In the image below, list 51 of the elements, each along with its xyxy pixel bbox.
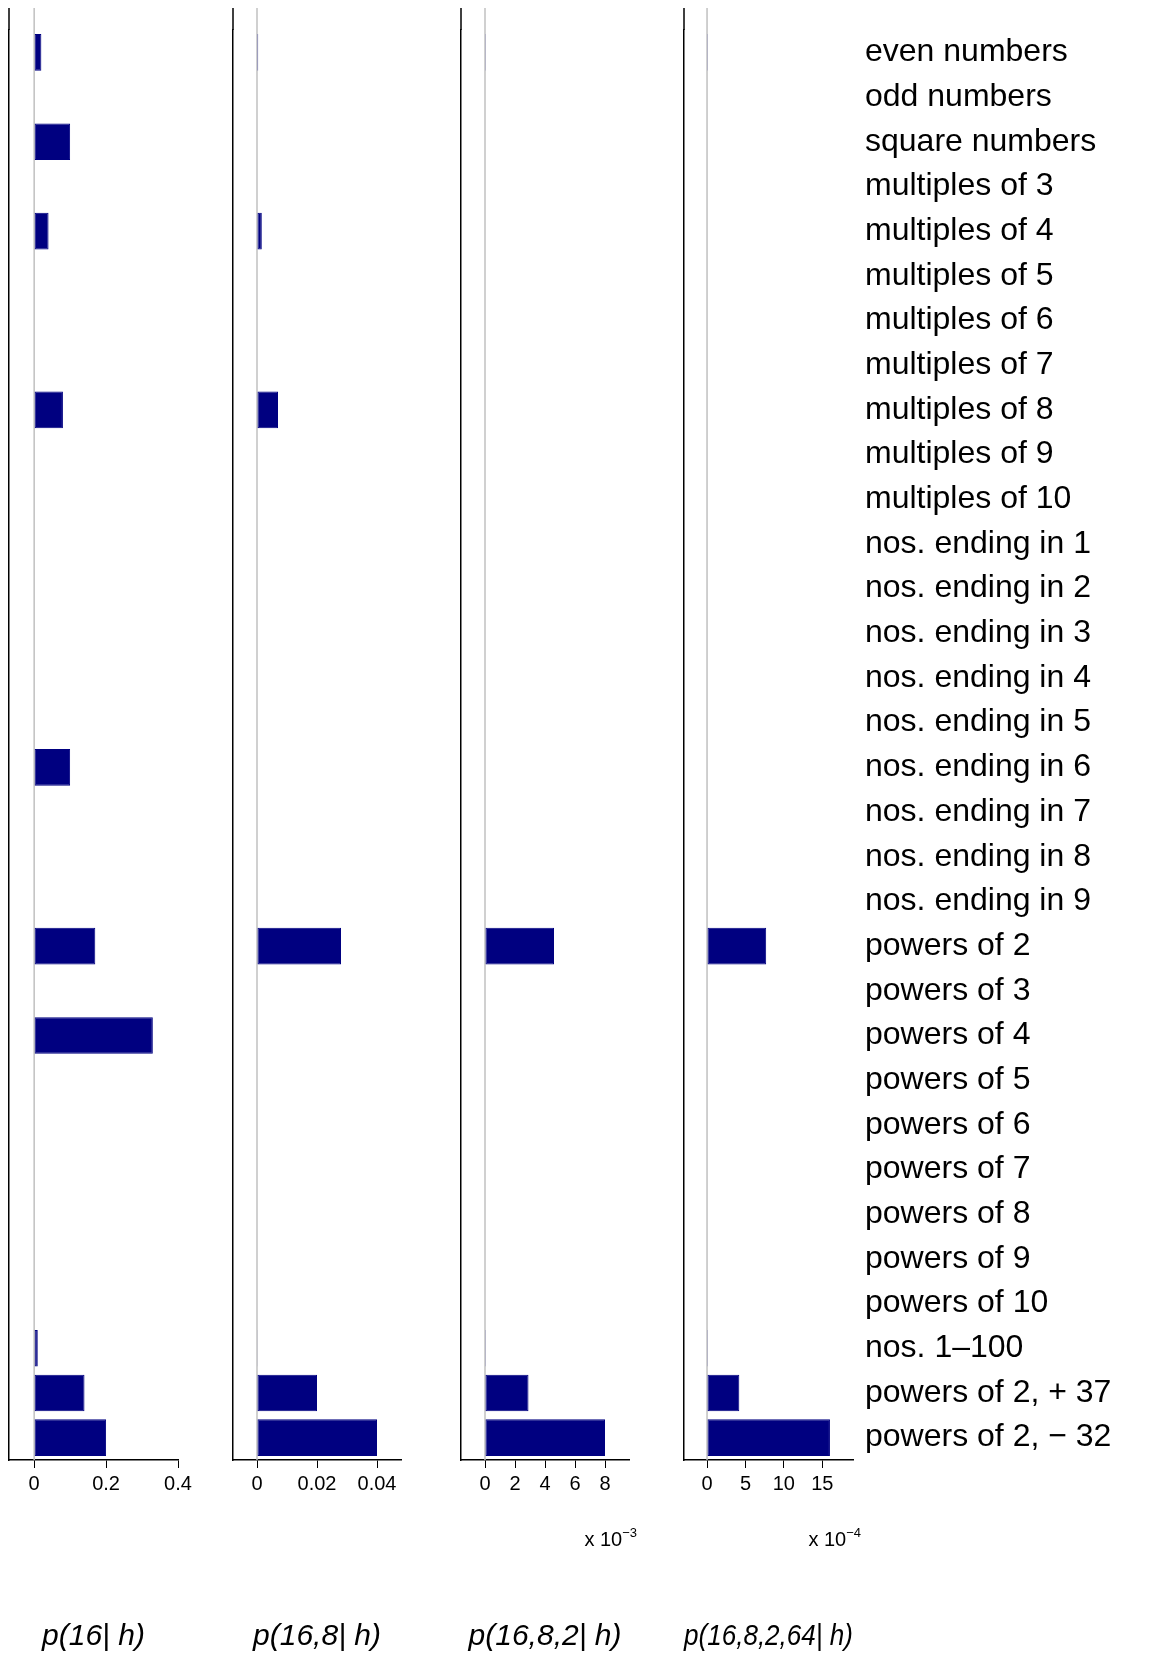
y-tick-label: powers of 3 <box>865 970 1031 1007</box>
y-tick-label: powers of 9 <box>865 1238 1031 1275</box>
y-tick-label: powers of 4 <box>865 1015 1031 1052</box>
y-tick-label: nos. ending in 4 <box>865 657 1091 694</box>
y-tick-label: powers of 2 <box>865 925 1031 962</box>
x-tick-label: 8 <box>599 1471 611 1494</box>
x-tick-label: 0.04 <box>357 1471 397 1494</box>
y-tick-label: multiples of 5 <box>865 255 1054 292</box>
y-tick-label: powers of 5 <box>865 1059 1031 1096</box>
y-tick-label: multiples of 9 <box>865 434 1054 471</box>
y-tick-label: multiples of 10 <box>865 479 1072 516</box>
x-axis-title: p(16| h) <box>41 1618 145 1652</box>
y-tick-label: nos. ending in 6 <box>865 747 1091 784</box>
y-tick-label: nos. ending in 8 <box>865 836 1091 873</box>
y-tick-label: odd numbers <box>865 76 1052 113</box>
x-tick-label: 15 <box>811 1471 834 1494</box>
y-tick-label: multiples of 6 <box>865 300 1054 337</box>
y-tick-label: multiples of 4 <box>865 210 1054 247</box>
y-tick-label: square numbers <box>865 121 1097 158</box>
y-tick-label: powers of 7 <box>865 1149 1031 1186</box>
x-tick-label: 0 <box>251 1471 263 1494</box>
x-tick-label: 6 <box>569 1471 581 1494</box>
x-tick-label: 10 <box>772 1471 795 1494</box>
y-tick-label: powers of 8 <box>865 1194 1031 1231</box>
y-tick-label: nos. ending in 2 <box>865 568 1091 605</box>
y-tick-label: multiples of 7 <box>865 344 1054 381</box>
y-tick-label: nos. ending in 3 <box>865 613 1091 650</box>
y-tick-label: multiples of 3 <box>865 166 1054 203</box>
y-tick-label: multiples of 8 <box>865 389 1054 426</box>
y-tick-label: powers of 2, + 37 <box>865 1372 1112 1409</box>
x-tick-label: 5 <box>739 1471 752 1494</box>
y-tick-label: nos. 1–100 <box>865 1328 1024 1365</box>
y-tick-label: powers of 10 <box>865 1283 1049 1320</box>
y-tick-label: even numbers <box>865 32 1068 69</box>
x-tick-label: 0.2 <box>92 1471 120 1494</box>
y-tick-label: nos. ending in 1 <box>865 523 1091 560</box>
y-tick-label: powers of 2, − 32 <box>865 1417 1112 1454</box>
x-tick-label: 4 <box>539 1471 551 1494</box>
y-tick-label: nos. ending in 7 <box>865 791 1091 828</box>
x-tick-label: 0 <box>479 1471 491 1494</box>
y-tick-label: nos. ending in 9 <box>865 881 1091 918</box>
x-tick-label: 0 <box>28 1471 40 1494</box>
x-axis-title: p(16,8| h) <box>252 1618 381 1652</box>
x-axis-title: p(16,8,2| h) <box>467 1618 622 1652</box>
x-tick-label: 0.4 <box>164 1471 192 1494</box>
x-tick-label: 0.02 <box>297 1471 337 1494</box>
x-axis-title: p(16,8,2,64| h) <box>683 1618 853 1652</box>
y-tick-label: powers of 6 <box>865 1104 1031 1141</box>
x-tick-label: 0 <box>701 1471 713 1494</box>
x-tick-label: 2 <box>509 1471 521 1494</box>
y-tick-label: nos. ending in 5 <box>865 702 1091 739</box>
